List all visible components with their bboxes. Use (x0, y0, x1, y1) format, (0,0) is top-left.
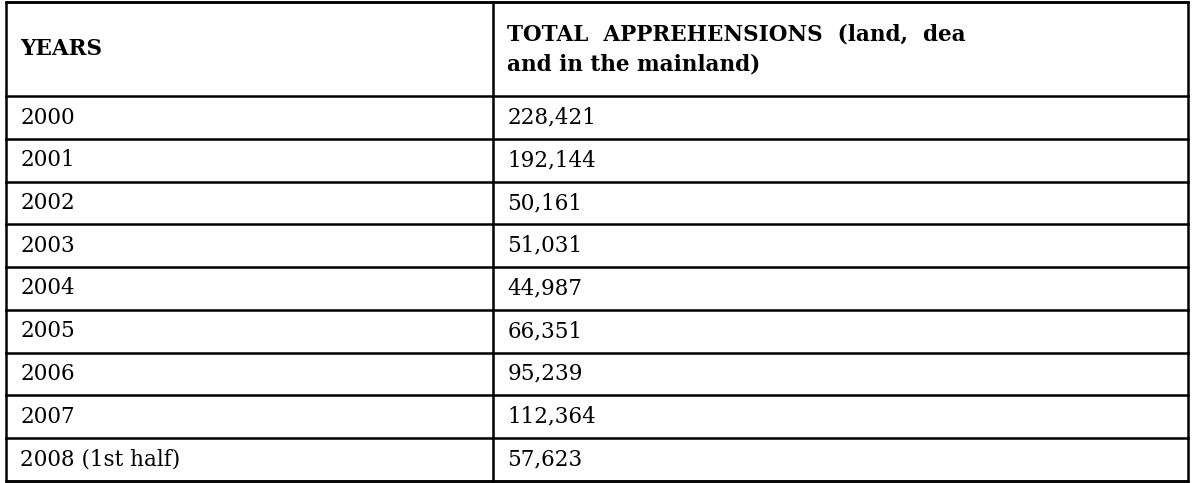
Text: 2006: 2006 (20, 363, 75, 385)
Text: 2001: 2001 (20, 149, 75, 171)
Text: 192,144: 192,144 (507, 149, 596, 171)
Text: 228,421: 228,421 (507, 107, 596, 128)
Text: 2005: 2005 (20, 320, 75, 342)
Text: 2008 (1st half): 2008 (1st half) (20, 448, 180, 470)
Text: 2003: 2003 (20, 235, 75, 257)
Text: 44,987: 44,987 (507, 277, 583, 299)
Text: 2004: 2004 (20, 277, 75, 299)
Text: YEARS: YEARS (20, 38, 103, 60)
Text: TOTAL  APPREHENSIONS  (land,  dea
and in the mainland): TOTAL APPREHENSIONS (land, dea and in th… (507, 23, 966, 76)
Text: 51,031: 51,031 (507, 235, 583, 257)
Text: 66,351: 66,351 (507, 320, 583, 342)
Text: 112,364: 112,364 (507, 406, 596, 427)
Text: 2002: 2002 (20, 192, 75, 214)
Text: 2007: 2007 (20, 406, 75, 427)
Text: 50,161: 50,161 (507, 192, 583, 214)
Text: 57,623: 57,623 (507, 448, 583, 470)
Text: 2000: 2000 (20, 107, 75, 128)
Text: 95,239: 95,239 (507, 363, 583, 385)
